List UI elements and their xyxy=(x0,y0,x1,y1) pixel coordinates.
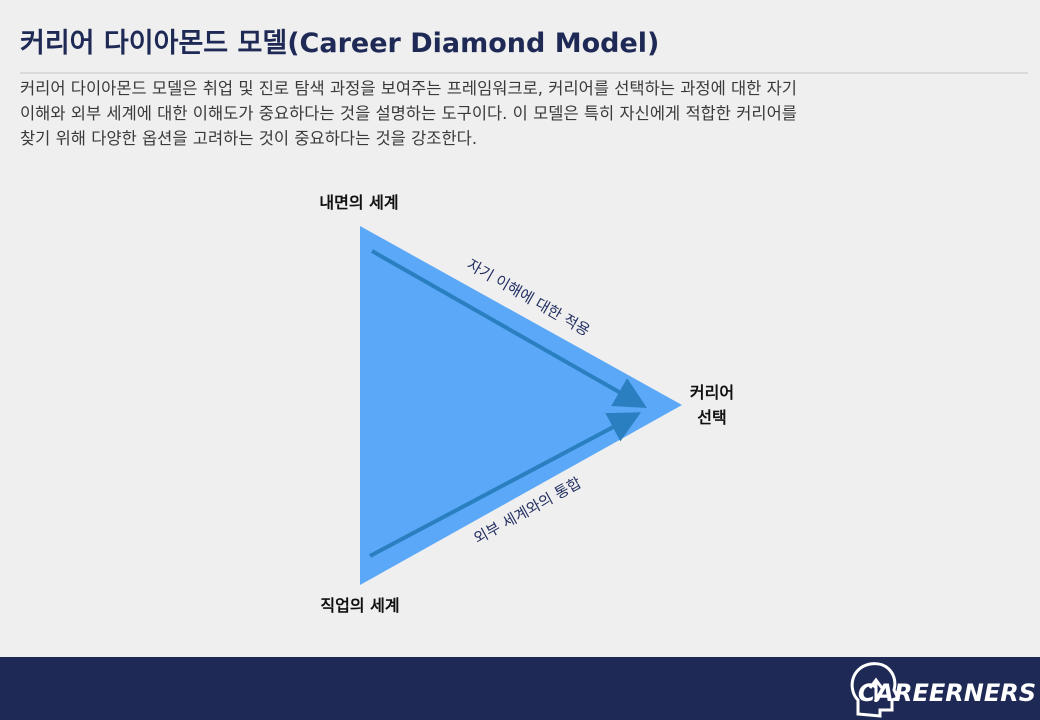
node-label: 선택 xyxy=(697,408,726,427)
footer xyxy=(0,657,1040,720)
node-label: 커리어 xyxy=(690,383,734,402)
description-line: 커리어 다이아몬드 모델은 취업 및 진로 탐색 과정을 보여주는 프레임워크로… xyxy=(20,79,797,98)
description-line: 찾기 위해 다양한 옵션을 고려하는 것이 중요하다는 것을 강조한다. xyxy=(20,129,477,148)
node-label: 직업의 세계 xyxy=(320,596,399,615)
arrow xyxy=(369,412,642,558)
triangle xyxy=(360,226,682,585)
title: 커리어 다이아몬드 모델(Career Diamond Model) xyxy=(20,28,659,59)
arrow xyxy=(371,249,647,408)
logo-text: CAREERNERS xyxy=(858,679,1036,707)
node-label: 내면의 세계 xyxy=(319,193,398,212)
description-line: 이해와 외부 세계에 대한 이해도가 중요하다는 것을 설명하는 도구이다. 이… xyxy=(20,104,797,123)
logo-icon xyxy=(850,662,901,718)
